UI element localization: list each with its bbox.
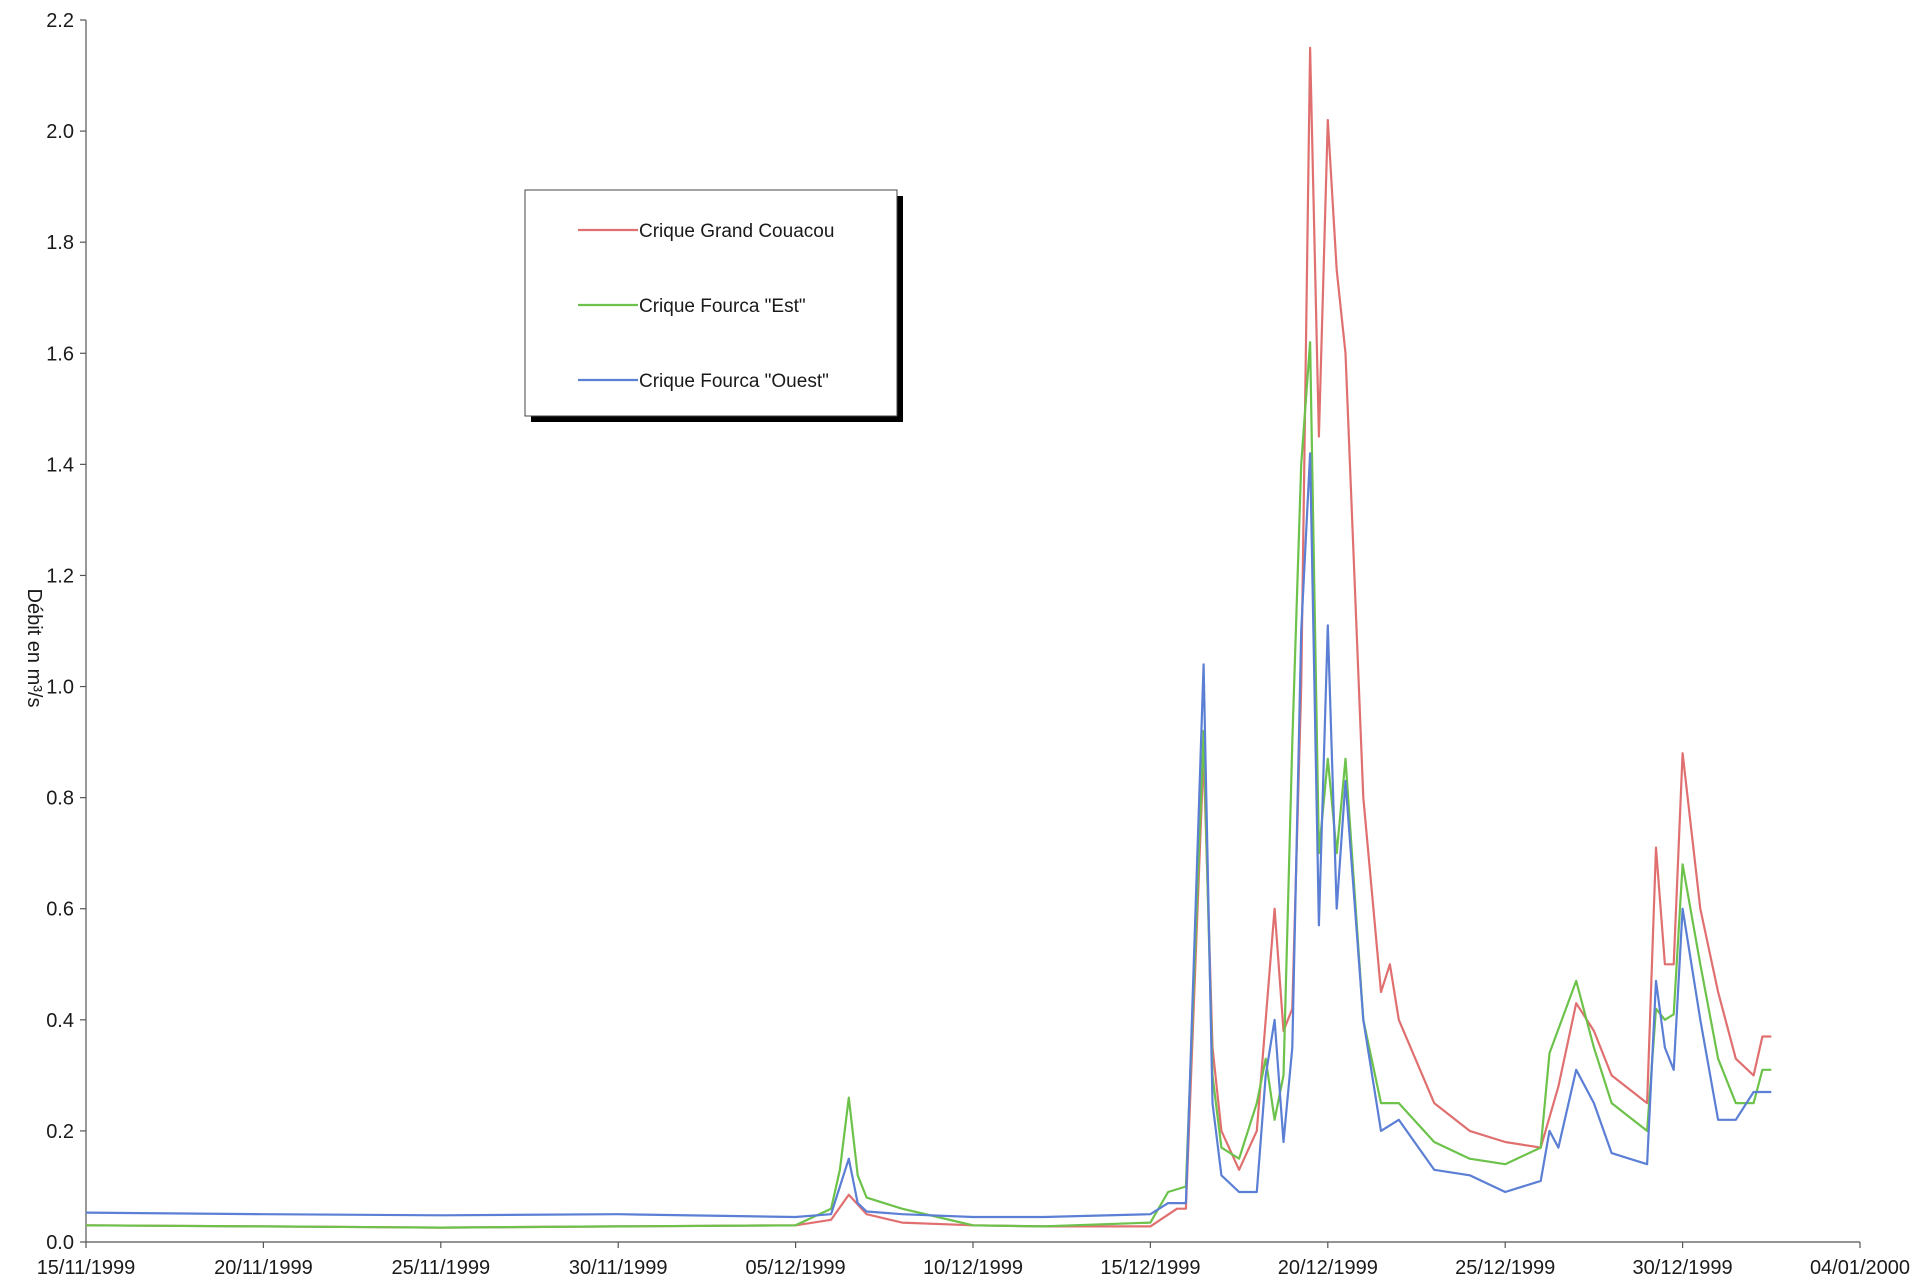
y-tick-label: 0.6	[46, 899, 74, 921]
series-line-2	[85, 341, 1772, 1229]
y-tick-label: 1.0	[46, 677, 74, 699]
y-tick-label: 1.2	[46, 565, 74, 587]
legend: Crique Grand Couacou Crique Fourca "Est" C…	[524, 189, 903, 422]
x-tick-label: 20/12/1999	[1278, 1257, 1378, 1279]
legend-label-2: Crique Fourca "Est"	[639, 296, 806, 317]
y-tick-label: 1.4	[46, 454, 74, 476]
y-tick-label: 2.2	[46, 10, 74, 32]
x-tick-label: 25/11/1999	[391, 1257, 490, 1279]
axes	[85, 20, 1860, 1243]
y-tick-label: 2.0	[46, 121, 74, 143]
series-line-3	[85, 452, 1772, 1219]
y-tick-label: 0.4	[46, 1010, 74, 1032]
y-tick-label: 0.8	[46, 788, 74, 810]
y-tick-label: 1.8	[46, 232, 74, 254]
y-axis-title: Débit en m³/s	[23, 589, 45, 708]
x-tick-label: 25/12/1999	[1455, 1257, 1555, 1279]
x-tick-label: 04/01/2000	[1810, 1257, 1910, 1279]
y-axis-ticks: 0.0 0.2 0.4 0.6 0.8 1.0 1.2 1.4 1.6 1.8 2.0 2.2	[46, 10, 86, 1254]
legend-box	[524, 189, 898, 417]
series-line-1	[85, 46, 1772, 1229]
series-layer	[85, 46, 1772, 1229]
x-tick-label: 05/12/1999	[746, 1257, 846, 1279]
y-tick-label: 0.0	[46, 1232, 74, 1254]
x-tick-label: 20/11/1999	[214, 1257, 313, 1279]
legend-label-3: Crique Fourca "Ouest"	[639, 371, 829, 392]
x-tick-label: 30/11/1999	[569, 1257, 668, 1279]
x-tick-label: 15/11/1999	[37, 1257, 136, 1279]
y-tick-label: 0.2	[46, 1121, 74, 1143]
x-tick-label: 30/12/1999	[1633, 1257, 1733, 1279]
x-tick-label: 15/12/1999	[1100, 1257, 1200, 1279]
legend-label-1: Crique Grand Couacou	[639, 221, 834, 242]
x-tick-label: 10/12/1999	[923, 1257, 1023, 1279]
y-tick-label: 1.6	[46, 343, 74, 365]
x-axis-ticks: 15/11/1999 20/11/1999 25/11/1999 30/11/1999…	[37, 1242, 1910, 1279]
